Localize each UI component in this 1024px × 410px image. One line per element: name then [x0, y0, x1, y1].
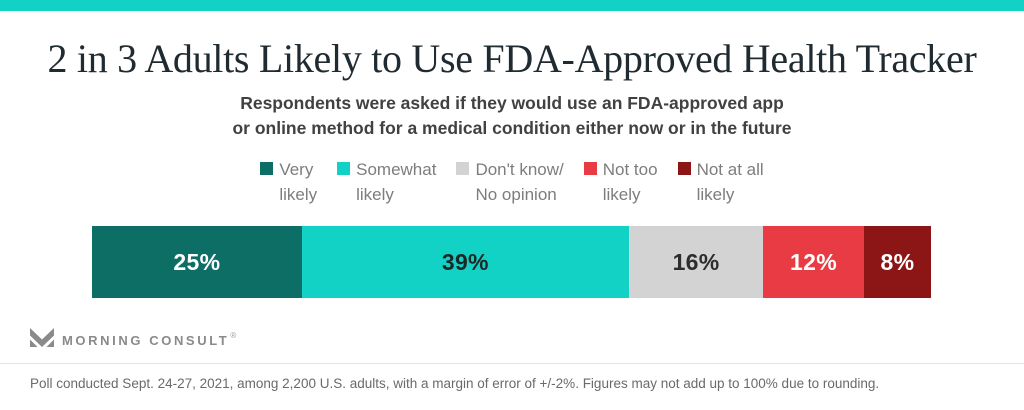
chart-subtitle-line-1: Respondents were asked if they would use… [240, 93, 784, 113]
bar-segment-value-label: 16% [672, 248, 720, 275]
footer-divider [0, 363, 1024, 364]
legend-item-not-at-all-likely: Not at all likely [677, 157, 764, 207]
legend-label: Not at all likely [696, 160, 764, 204]
legend-swatch [337, 162, 351, 175]
morning-consult-m-icon [30, 327, 54, 353]
legend-label: Don't know/ No opinion [475, 160, 564, 204]
legend-swatch [677, 162, 691, 175]
legend-label: Very likely [279, 160, 318, 204]
legend: Very likely Somewhat likely Don't know/ No… [0, 157, 1024, 207]
chart-title: 2 in 3 Adults Likely to Use FDA-Approved… [47, 36, 977, 81]
legend-label: Somewhat likely [356, 160, 437, 204]
stacked-bar: 25% 39% 16% 12% 8% [92, 226, 931, 298]
legend-item-don-t-know-no-opinion: Don't know/ No opinion [456, 157, 564, 207]
legend-item-not-too-likely: Not too likely [583, 157, 658, 207]
chart-subtitle-line-2: or online method for a medical condition… [232, 118, 792, 138]
methodology-note: Poll conducted Sept. 24-27, 2021, among … [30, 376, 880, 391]
legend-item-somewhat-likely: Somewhat likely [337, 157, 436, 207]
legend-swatch [260, 162, 274, 175]
bar-segment-very-likely: 25% [92, 226, 302, 298]
top-accent-bar [0, 0, 1024, 11]
bar-segment-don-t-know-no-opinion: 16% [628, 226, 764, 298]
legend-swatch [583, 162, 597, 175]
bar-segment-value-label: 39% [441, 248, 489, 275]
bar-segment-value-label: 25% [173, 248, 221, 275]
chart-subtitle: Respondents were asked if they would use… [0, 91, 1024, 141]
trademark-symbol: ® [230, 330, 237, 340]
bar-segment-somewhat-likely: 39% [301, 226, 629, 298]
bar-segment-value-label: 12% [790, 248, 837, 275]
bar-segment-not-too-likely: 12% [763, 226, 864, 298]
logo-wordmark: MORNING CONSULT [62, 332, 230, 348]
legend-label: Not too likely [602, 160, 658, 204]
legend-swatch [456, 162, 470, 175]
logo: MORNING CONSULT ® [30, 327, 1024, 353]
bar-segment-value-label: 8% [880, 248, 915, 275]
legend-item-very-likely: Very likely [260, 157, 317, 207]
bar-segment-not-at-all-likely: 8% [863, 226, 931, 298]
